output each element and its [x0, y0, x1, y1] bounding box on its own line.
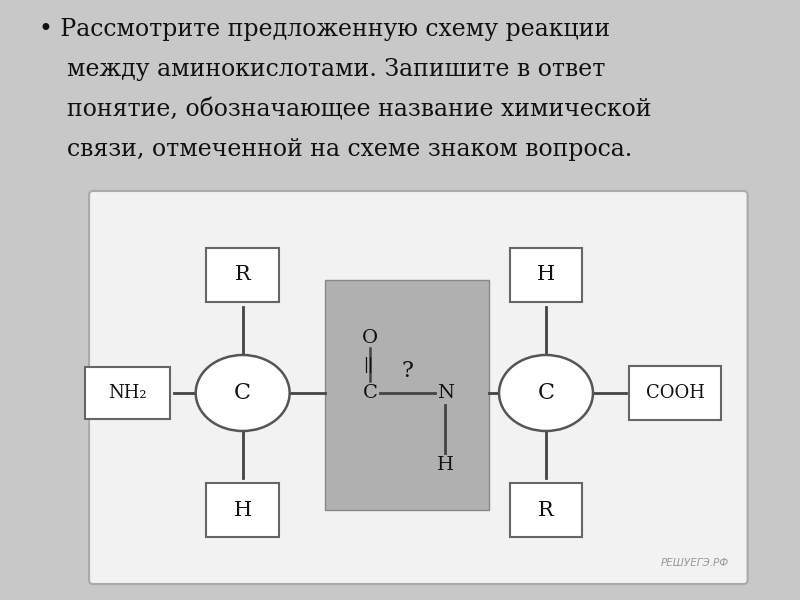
FancyBboxPatch shape: [510, 483, 582, 537]
Text: • Рассмотрите предложенную схему реакции: • Рассмотрите предложенную схему реакции: [39, 18, 610, 41]
FancyBboxPatch shape: [85, 367, 170, 419]
FancyBboxPatch shape: [89, 191, 747, 584]
Text: между аминокислотами. Запишите в ответ: между аминокислотами. Запишите в ответ: [66, 58, 605, 81]
Text: РЕШУЕГЭ.РФ: РЕШУЕГЭ.РФ: [661, 558, 729, 568]
FancyBboxPatch shape: [510, 248, 582, 302]
Text: R: R: [234, 265, 250, 284]
Text: NH₂: NH₂: [108, 384, 146, 402]
Ellipse shape: [196, 355, 290, 431]
Text: R: R: [538, 500, 554, 520]
Text: понятие, обозначающее название химической: понятие, обозначающее название химическо…: [66, 98, 651, 121]
Text: H: H: [234, 500, 252, 520]
Text: H: H: [537, 265, 555, 284]
Text: C: C: [362, 384, 378, 402]
Text: COOH: COOH: [646, 384, 705, 402]
Text: ||: ||: [362, 357, 373, 373]
Ellipse shape: [499, 355, 593, 431]
FancyBboxPatch shape: [629, 366, 721, 420]
Text: C: C: [538, 382, 554, 404]
Text: ?: ?: [402, 360, 414, 382]
Text: H: H: [437, 456, 454, 474]
Text: N: N: [437, 384, 454, 402]
Text: C: C: [234, 382, 251, 404]
FancyBboxPatch shape: [206, 248, 279, 302]
Text: связи, отмеченной на схеме знаком вопроса.: связи, отмеченной на схеме знаком вопрос…: [66, 138, 632, 161]
Text: O: O: [362, 329, 378, 347]
FancyBboxPatch shape: [206, 483, 279, 537]
FancyBboxPatch shape: [325, 280, 490, 510]
